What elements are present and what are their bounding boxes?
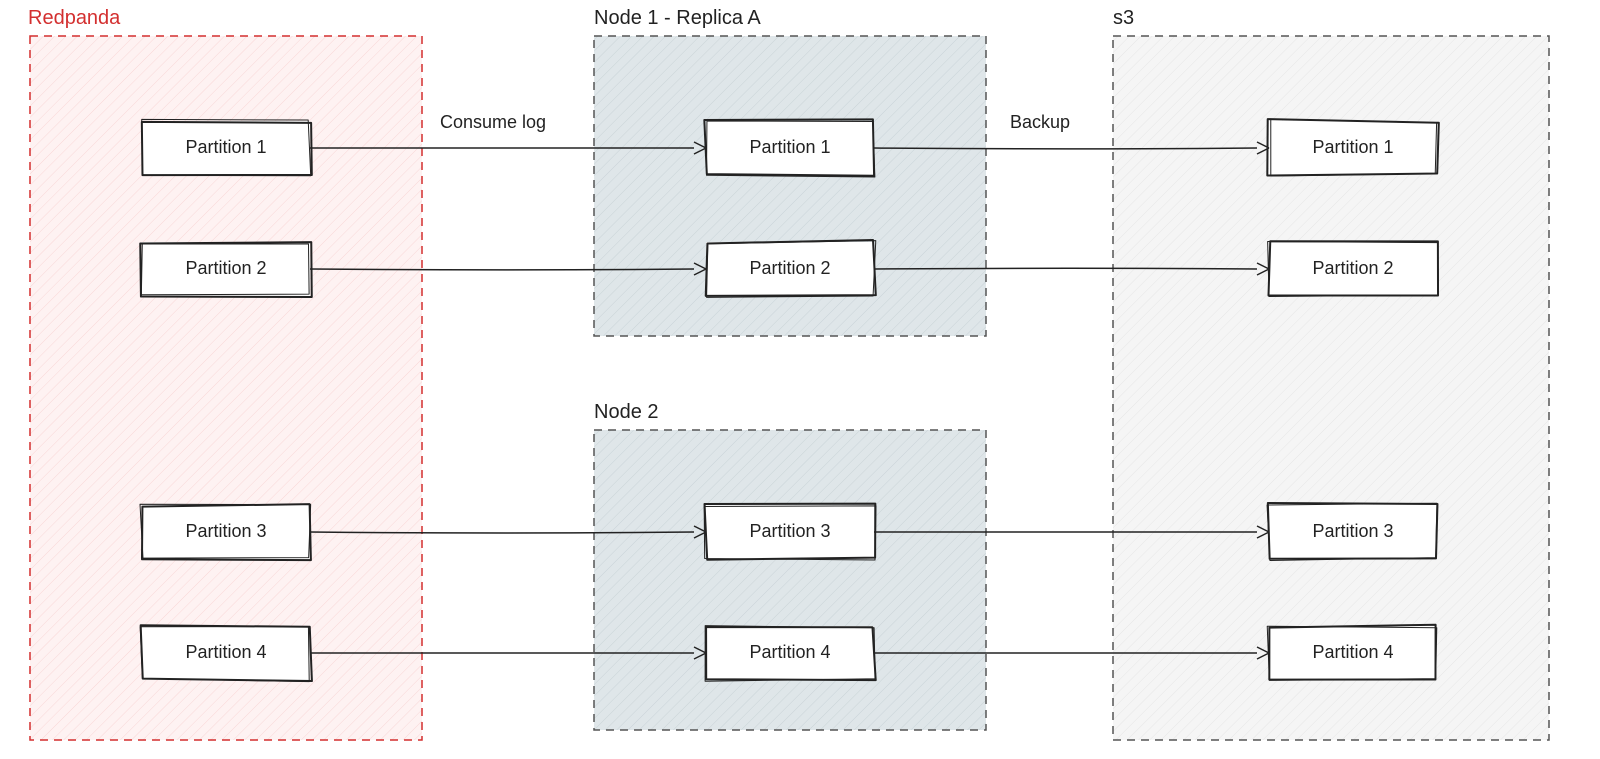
partition-label: Partition 1: [749, 137, 830, 157]
partition-n1-p2: Partition 2: [706, 240, 876, 297]
partition-label: Partition 1: [1312, 137, 1393, 157]
partition-label: Partition 3: [185, 521, 266, 541]
arrow-label: Backup: [1010, 112, 1070, 132]
partition-label: Partition 3: [1312, 521, 1393, 541]
partition-label: Partition 3: [749, 521, 830, 541]
partition-s3-p3: Partition 3: [1267, 503, 1437, 561]
partition-s3-p1: Partition 1: [1267, 119, 1439, 176]
partition-rp-p2: Partition 2: [140, 242, 312, 297]
partition-rp-p4: Partition 4: [140, 625, 312, 681]
partition-label: Partition 1: [185, 137, 266, 157]
partition-label: Partition 2: [185, 258, 266, 278]
partition-rp-p1: Partition 1: [142, 119, 312, 175]
partition-n2-p4: Partition 4: [705, 626, 876, 682]
architecture-diagram: Redpanda Node 1 - Replica A Node 2 s3 Partit…: [0, 0, 1600, 759]
partition-n1-p1: Partition 1: [704, 119, 875, 177]
partition-label: Partition 2: [749, 258, 830, 278]
partition-n2-p3: Partition 3: [704, 504, 876, 560]
partition-label: Partition 4: [749, 642, 830, 662]
partition-label: Partition 2: [1312, 258, 1393, 278]
partition-label: Partition 4: [185, 642, 266, 662]
container-label-s3: s3: [1113, 7, 1134, 29]
arrow-label: Consume log: [440, 112, 546, 132]
partition-label: Partition 4: [1312, 642, 1393, 662]
container-label-redpanda: Redpanda: [28, 7, 121, 29]
container-label-node1: Node 1 - Replica A: [594, 7, 761, 29]
partition-s3-p4: Partition 4: [1267, 625, 1437, 681]
partition-s3-p2: Partition 2: [1268, 241, 1439, 296]
container-label-node2: Node 2: [594, 401, 659, 423]
partition-rp-p3: Partition 3: [140, 504, 311, 560]
